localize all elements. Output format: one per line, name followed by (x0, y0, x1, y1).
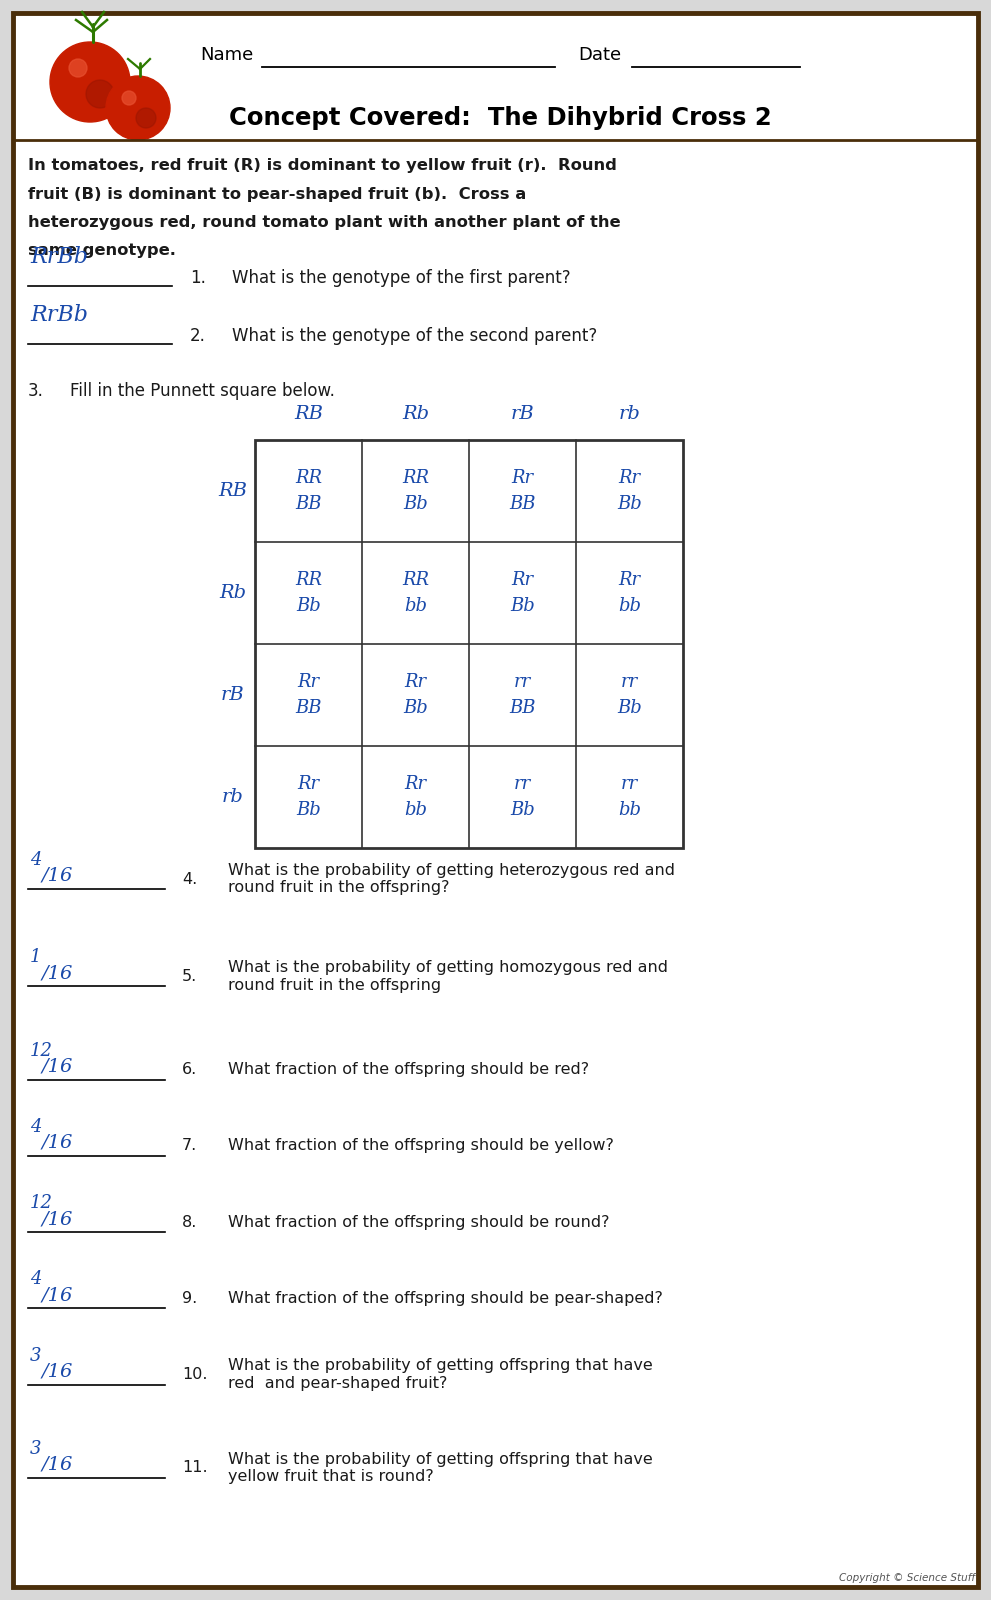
Text: rb: rb (222, 789, 244, 806)
Text: What is the genotype of the second parent?: What is the genotype of the second paren… (232, 326, 598, 346)
Text: /16: /16 (42, 1363, 73, 1381)
Text: heterozygous red, round tomato plant with another plant of the: heterozygous red, round tomato plant wit… (28, 214, 620, 230)
Text: RB: RB (218, 482, 248, 499)
Text: What is the probability of getting heterozygous red and
round fruit in the offsp: What is the probability of getting heter… (228, 862, 675, 896)
Circle shape (86, 80, 114, 109)
Text: Name: Name (200, 46, 254, 64)
Text: rr
BB: rr BB (509, 674, 536, 717)
Text: Rr
BB: Rr BB (295, 674, 322, 717)
Text: rB: rB (221, 686, 245, 704)
Text: 4: 4 (30, 1270, 42, 1288)
Text: RrBb: RrBb (30, 246, 88, 267)
Text: RR
bb: RR bb (402, 571, 429, 614)
Text: rb: rb (618, 405, 640, 422)
Circle shape (122, 91, 136, 106)
Circle shape (69, 59, 87, 77)
Text: Rr
Bb: Rr Bb (617, 469, 642, 514)
Text: 6.: 6. (182, 1062, 197, 1077)
Text: What fraction of the offspring should be yellow?: What fraction of the offspring should be… (228, 1138, 613, 1154)
Text: RR
BB: RR BB (295, 469, 322, 514)
Text: rB: rB (510, 405, 534, 422)
Text: What fraction of the offspring should be red?: What fraction of the offspring should be… (228, 1062, 589, 1077)
Text: Rb: Rb (219, 584, 247, 602)
Circle shape (106, 75, 170, 141)
Bar (255, 440, 683, 848)
Text: /16: /16 (42, 1134, 73, 1152)
Text: What fraction of the offspring should be round?: What fraction of the offspring should be… (228, 1214, 609, 1230)
Text: 4: 4 (30, 1118, 42, 1136)
Text: fruit (B) is dominant to pear-shaped fruit (b).  Cross a: fruit (B) is dominant to pear-shaped fru… (28, 187, 526, 202)
Text: 3: 3 (30, 1440, 42, 1458)
Text: rr
Bb: rr Bb (510, 774, 535, 819)
Text: In tomatoes, red fruit (R) is dominant to yellow fruit (r).  Round: In tomatoes, red fruit (R) is dominant t… (28, 158, 616, 173)
Text: RR
Bb: RR Bb (295, 571, 322, 614)
Text: 2.: 2. (190, 326, 206, 346)
Text: Rr
bb: Rr bb (618, 571, 641, 614)
Text: What is the probability of getting offspring that have
red  and pear-shaped frui: What is the probability of getting offsp… (228, 1358, 653, 1390)
Text: /16: /16 (42, 965, 73, 982)
Text: Rr
Bb: Rr Bb (510, 571, 535, 614)
Text: What is the probability of getting homozygous red and
round fruit in the offspri: What is the probability of getting homoz… (228, 960, 668, 992)
Circle shape (50, 42, 130, 122)
Text: 5.: 5. (182, 970, 197, 984)
Text: Date: Date (578, 46, 621, 64)
Text: rr
bb: rr bb (618, 774, 641, 819)
Circle shape (136, 109, 156, 128)
Text: Rr
bb: Rr bb (404, 774, 427, 819)
Text: /16: /16 (42, 1058, 73, 1075)
Text: 12: 12 (30, 1042, 53, 1059)
Text: /16: /16 (42, 1210, 73, 1229)
Text: 8.: 8. (182, 1214, 197, 1230)
Text: Concept Covered:  The Dihybrid Cross 2: Concept Covered: The Dihybrid Cross 2 (229, 106, 771, 130)
Text: 3: 3 (30, 1347, 42, 1365)
Text: Fill in the Punnett square below.: Fill in the Punnett square below. (70, 382, 335, 400)
Text: rr
Bb: rr Bb (617, 674, 642, 717)
Text: 12: 12 (30, 1194, 53, 1213)
Text: 7.: 7. (182, 1138, 197, 1154)
Text: Rr
BB: Rr BB (509, 469, 536, 514)
Text: 10.: 10. (182, 1366, 207, 1382)
Text: What is the probability of getting offspring that have
yellow fruit that is roun: What is the probability of getting offsp… (228, 1451, 653, 1485)
Text: What is the genotype of the first parent?: What is the genotype of the first parent… (232, 269, 571, 286)
Text: same genotype.: same genotype. (28, 243, 175, 259)
Text: 1.: 1. (190, 269, 206, 286)
Text: Copyright © Science Stuff: Copyright © Science Stuff (839, 1573, 975, 1582)
Text: 1: 1 (30, 949, 42, 966)
Text: 3.: 3. (28, 382, 44, 400)
Text: 4.: 4. (182, 872, 197, 886)
Text: 4: 4 (30, 851, 42, 869)
Text: RrBb: RrBb (30, 304, 88, 326)
Text: 11.: 11. (182, 1461, 208, 1475)
Text: What fraction of the offspring should be pear-shaped?: What fraction of the offspring should be… (228, 1291, 663, 1306)
Text: Rr
Bb: Rr Bb (403, 674, 428, 717)
Text: /16: /16 (42, 1286, 73, 1304)
Text: Rr
Bb: Rr Bb (296, 774, 321, 819)
Text: 9.: 9. (182, 1291, 197, 1306)
Text: RB: RB (294, 405, 323, 422)
Text: RR
Bb: RR Bb (402, 469, 429, 514)
Text: /16: /16 (42, 867, 73, 885)
Text: Rb: Rb (402, 405, 429, 422)
Text: /16: /16 (42, 1456, 73, 1474)
